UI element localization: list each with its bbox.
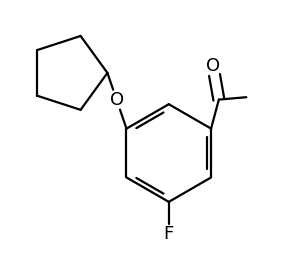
Text: O: O	[206, 57, 220, 74]
Text: F: F	[164, 225, 174, 243]
Text: O: O	[110, 91, 124, 109]
